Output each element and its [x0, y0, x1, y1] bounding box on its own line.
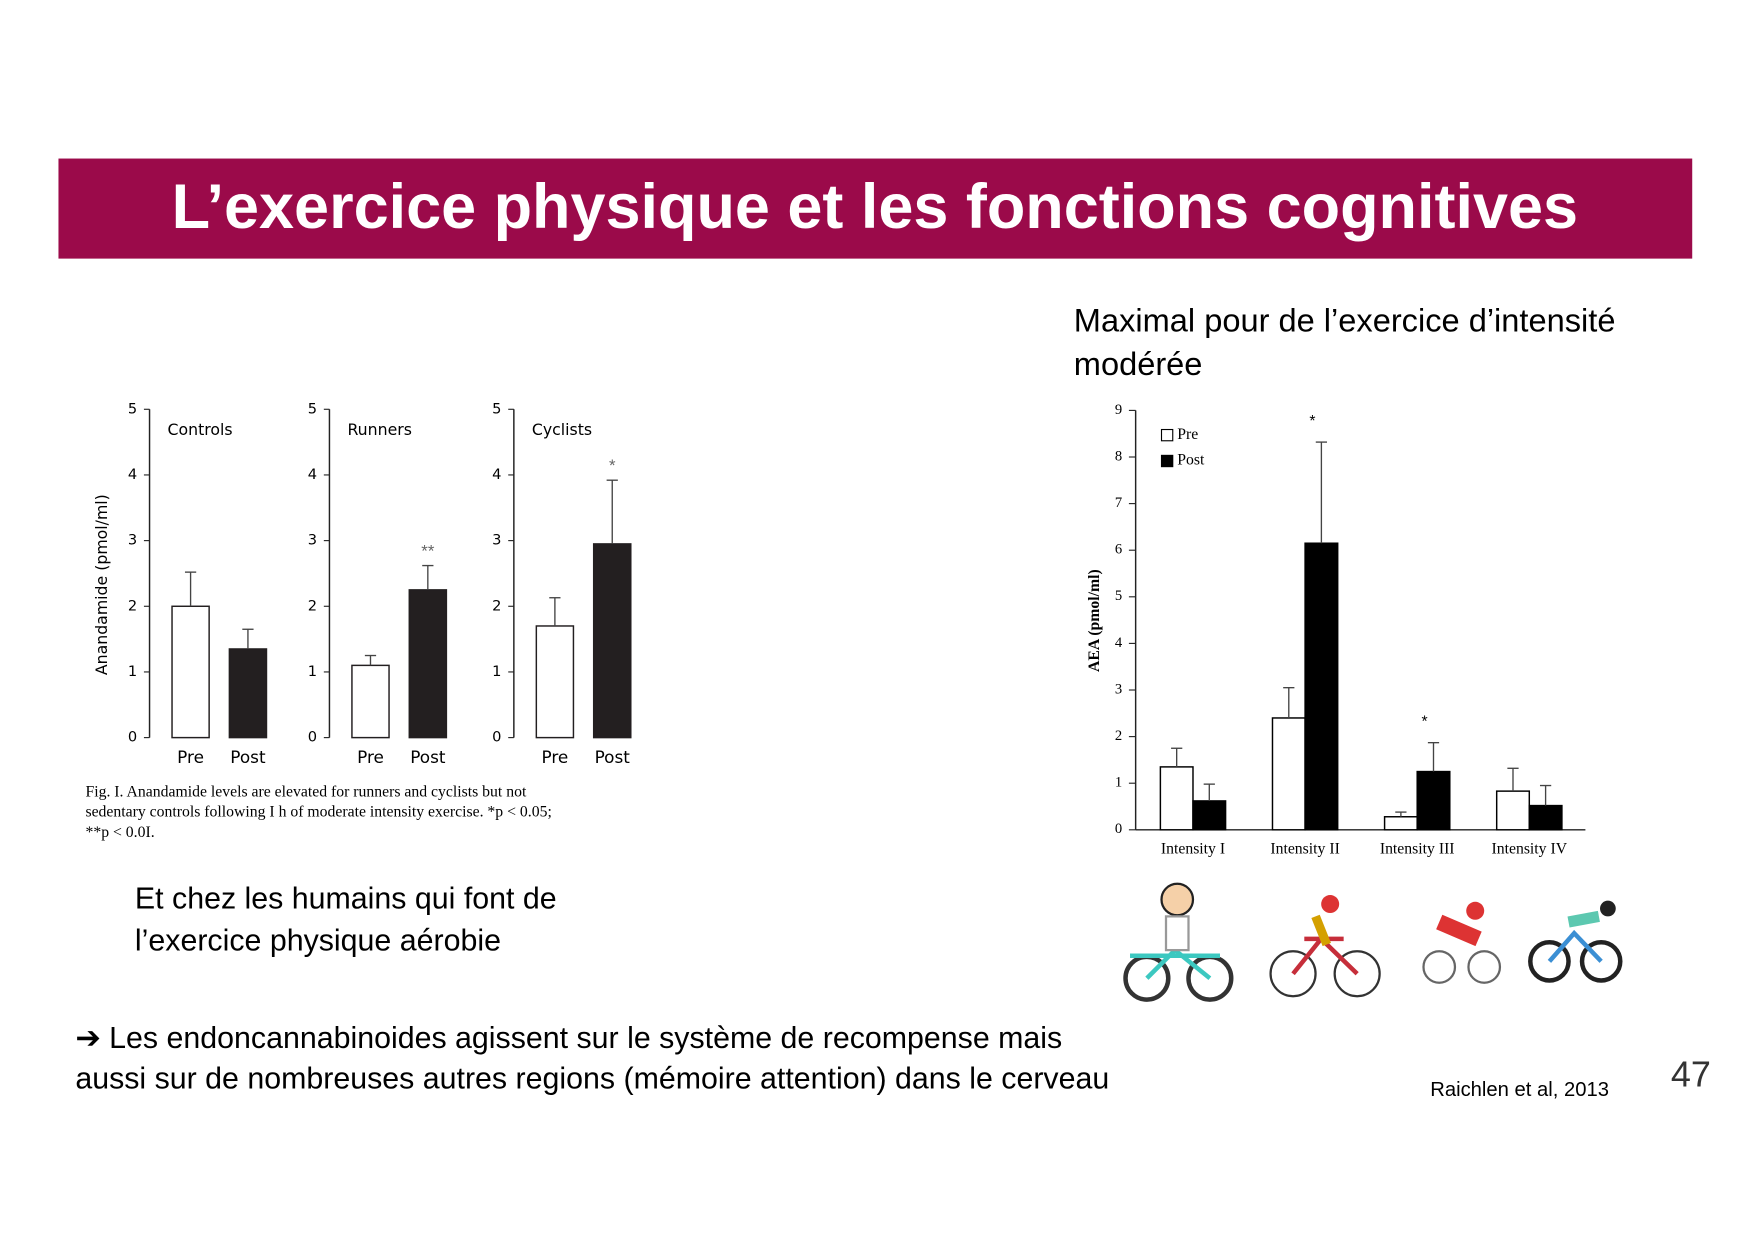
- right-heading: Maximal pour de l’exercice d’intensité: [1074, 301, 1616, 338]
- y-tick-label: 0: [1115, 821, 1122, 837]
- y-tick-label: 9: [1115, 402, 1122, 418]
- y-tick-label: 4: [128, 466, 137, 483]
- bar: [1383, 816, 1418, 831]
- y-tick-label: 4: [1115, 635, 1123, 651]
- bar: [1528, 804, 1563, 831]
- bar: [1192, 800, 1227, 831]
- x-tick-label: Intensity III: [1380, 841, 1455, 858]
- reference: Raichlen et al, 2013: [1430, 1079, 1609, 1101]
- y-tick-label: 7: [1115, 495, 1122, 511]
- y-tick-label: 1: [1115, 775, 1122, 791]
- y-tick-label: 8: [1115, 448, 1122, 464]
- panel-title: Controls: [168, 420, 233, 439]
- annotation: *: [1309, 413, 1315, 430]
- figure-caption: **p < 0.0I.: [85, 824, 154, 841]
- y-tick-label: 3: [128, 532, 137, 549]
- bar: [408, 589, 448, 739]
- figure-caption: sedentary controls following I h of mode…: [85, 804, 551, 821]
- y-tick-label: 2: [1115, 728, 1122, 744]
- y-tick-label: 2: [128, 597, 137, 614]
- x-tick-label: Intensity I: [1161, 841, 1225, 858]
- slide-title: L’exercice physique et les fonctions cog…: [172, 172, 1578, 242]
- conclusion: aussi sur de nombreuses autres regions (…: [75, 1063, 1109, 1096]
- y-tick-label: 2: [308, 597, 317, 614]
- y-axis-label: Anandamide (pmol/ml): [92, 494, 111, 675]
- y-tick-label: 6: [1115, 542, 1122, 558]
- y-tick-label: 1: [308, 663, 317, 680]
- right-heading: modérée: [1074, 345, 1203, 382]
- y-tick-label: 5: [308, 400, 317, 417]
- y-tick-label: 5: [492, 400, 501, 417]
- bar: [1159, 766, 1194, 831]
- panel-title: Cyclists: [532, 420, 592, 439]
- y-tick-label: 2: [492, 597, 501, 614]
- x-tick-label: Pre: [541, 747, 568, 767]
- y-tick-label: 3: [492, 532, 501, 549]
- y-tick-label: 1: [492, 663, 501, 680]
- y-tick-label: 1: [128, 663, 137, 680]
- figure-caption: Fig. I. Anandamide levels are elevated f…: [85, 783, 526, 800]
- y-tick-label: 0: [128, 729, 137, 746]
- y-tick-label: 4: [492, 466, 501, 483]
- x-tick-label: Post: [595, 747, 631, 767]
- bar: [592, 543, 632, 739]
- y-tick-label: 3: [1115, 681, 1122, 697]
- legend-swatch: [1160, 428, 1174, 442]
- y-tick-label: 0: [492, 729, 501, 746]
- y-tick-label: 5: [128, 400, 137, 417]
- page-number: 47: [1671, 1054, 1711, 1095]
- y-tick-label: 3: [308, 532, 317, 549]
- left-text: Et chez les humains qui font de: [135, 883, 557, 916]
- bar: [1304, 542, 1339, 831]
- y-tick-label: 0: [308, 729, 317, 746]
- bar: [1416, 770, 1451, 831]
- legend-swatch: [1160, 454, 1174, 468]
- x-tick-label: Pre: [357, 747, 384, 767]
- legend-label: Pre: [1177, 426, 1198, 443]
- bar: [228, 648, 268, 739]
- bicycle-illustrations: [1123, 882, 1623, 1002]
- x-tick-label: Intensity IV: [1491, 841, 1567, 858]
- bar: [535, 625, 575, 739]
- x-tick-label: Intensity II: [1270, 841, 1339, 858]
- conclusion: ➔ Les endoncannabinoides agissent sur le…: [75, 1022, 1062, 1055]
- y-axis-label: AEA (pmol/ml): [1086, 569, 1103, 672]
- left-text: l’exercice physique aérobie: [135, 924, 501, 957]
- annotation: *: [1421, 714, 1427, 731]
- legend-label: Post: [1177, 452, 1205, 469]
- bar: [351, 664, 390, 739]
- bar: [1271, 717, 1306, 831]
- panel-title: Runners: [347, 420, 412, 439]
- y-tick-label: 4: [308, 466, 317, 483]
- x-tick-label: Post: [230, 747, 266, 767]
- annotation: *: [609, 456, 616, 475]
- bar: [1495, 790, 1531, 831]
- y-tick-label: 5: [1115, 588, 1122, 604]
- annotation: **: [421, 542, 435, 561]
- x-tick-label: Pre: [177, 747, 204, 767]
- x-tick-label: Post: [410, 747, 446, 767]
- title-bar: [58, 158, 1693, 259]
- bar: [171, 605, 210, 739]
